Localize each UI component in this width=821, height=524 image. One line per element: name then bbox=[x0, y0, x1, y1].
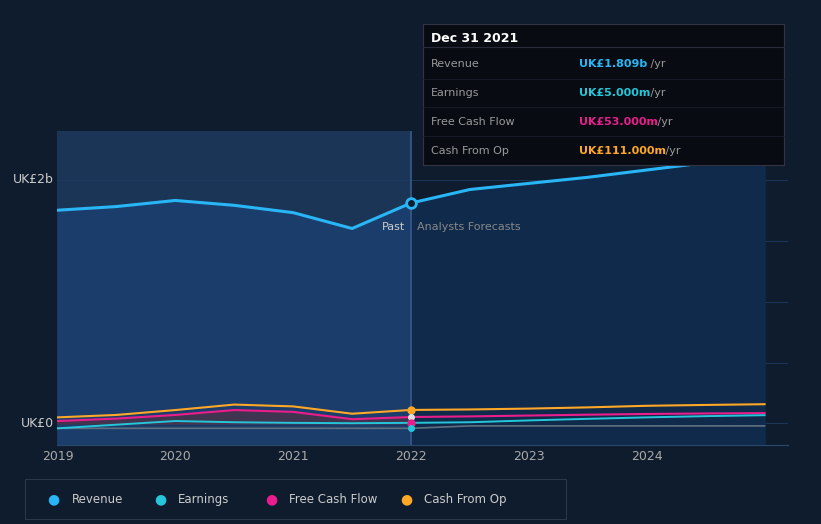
Text: UK£2b: UK£2b bbox=[13, 173, 54, 186]
Text: /yr: /yr bbox=[654, 117, 673, 127]
Text: Dec 31 2021: Dec 31 2021 bbox=[431, 32, 518, 45]
Text: Free Cash Flow: Free Cash Flow bbox=[431, 117, 515, 127]
Text: ●: ● bbox=[265, 492, 277, 506]
Text: Analysts Forecasts: Analysts Forecasts bbox=[417, 222, 521, 233]
Text: Revenue: Revenue bbox=[431, 59, 479, 69]
Text: Earnings: Earnings bbox=[431, 88, 479, 98]
Text: Free Cash Flow: Free Cash Flow bbox=[289, 493, 378, 506]
Text: /yr: /yr bbox=[662, 146, 681, 156]
Text: UK£53.000m: UK£53.000m bbox=[579, 117, 658, 127]
Text: ●: ● bbox=[401, 492, 412, 506]
Text: ●: ● bbox=[48, 492, 59, 506]
Text: UK£0: UK£0 bbox=[21, 417, 54, 430]
Text: UK£1.809b: UK£1.809b bbox=[579, 59, 647, 69]
Text: /yr: /yr bbox=[647, 59, 665, 69]
Bar bbox=[57, 131, 411, 445]
Text: Revenue: Revenue bbox=[71, 493, 123, 506]
Text: UK£5.000m: UK£5.000m bbox=[579, 88, 650, 98]
Text: Past: Past bbox=[382, 222, 405, 233]
Text: UK£111.000m: UK£111.000m bbox=[579, 146, 666, 156]
Text: Cash From Op: Cash From Op bbox=[431, 146, 509, 156]
Text: ●: ● bbox=[154, 492, 166, 506]
Text: /yr: /yr bbox=[647, 88, 665, 98]
Text: Earnings: Earnings bbox=[178, 493, 230, 506]
Text: Cash From Op: Cash From Op bbox=[424, 493, 507, 506]
